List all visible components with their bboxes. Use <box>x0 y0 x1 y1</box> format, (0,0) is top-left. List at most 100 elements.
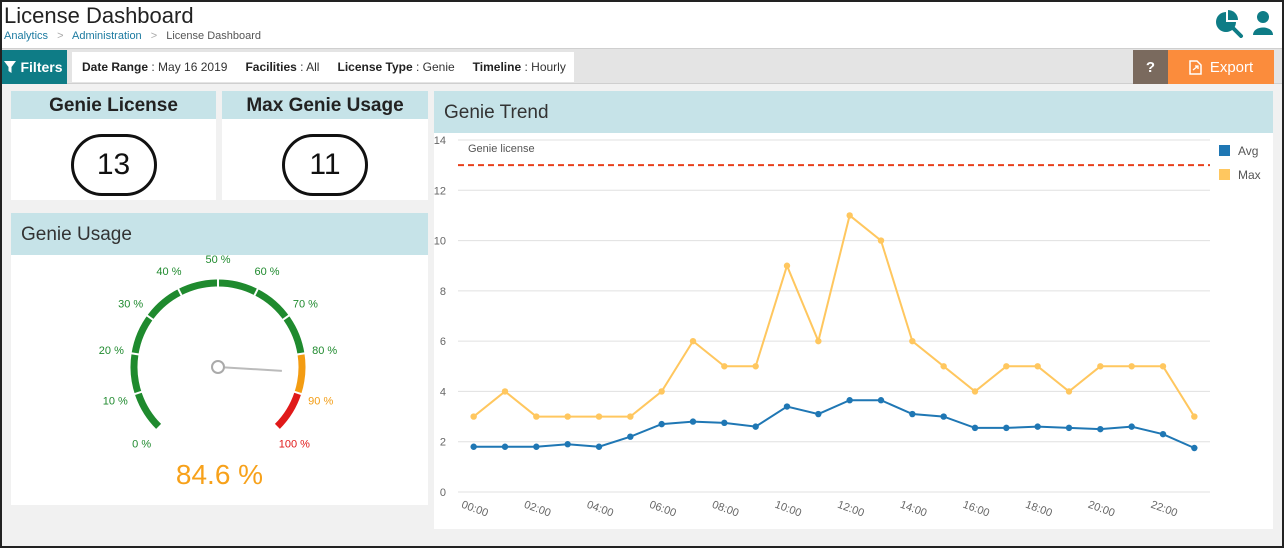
data-point-avg <box>533 443 540 450</box>
gauge-band-red <box>274 391 302 429</box>
gauge-tick <box>146 314 154 321</box>
filter-chip-label: Date Range <box>82 60 149 74</box>
data-point-avg <box>752 423 759 430</box>
x-tick-label: 10:00 <box>773 499 803 520</box>
data-point-max <box>689 337 697 345</box>
breadcrumb-analytics[interactable]: Analytics <box>4 30 49 42</box>
data-point-max <box>752 363 759 370</box>
y-tick-label: 8 <box>440 286 446 298</box>
breadcrumb-administration[interactable]: Administration <box>71 30 142 42</box>
y-tick-label: 10 <box>434 236 446 248</box>
gauge-band-orange <box>294 353 306 395</box>
data-point-max <box>627 413 634 420</box>
data-point-max <box>815 337 822 345</box>
data-point-max <box>501 388 509 395</box>
y-tick-label: 6 <box>440 336 446 348</box>
user-icon[interactable] <box>1252 10 1274 36</box>
usage-value: 84.6 % <box>175 459 264 490</box>
breadcrumb-separator: > <box>57 30 64 42</box>
x-tick-label: 00:00 <box>460 499 490 520</box>
data-point-avg <box>877 397 885 404</box>
analytics-tools-icon[interactable] <box>1214 10 1244 38</box>
data-point-avg <box>501 443 509 450</box>
filter-chip-label: Timeline <box>472 60 522 74</box>
x-tick-label: 20:00 <box>1086 499 1116 520</box>
export-label: Export <box>1209 58 1254 76</box>
reference-line-label: Genie license <box>468 143 535 155</box>
gauge-needle-hub <box>211 360 225 374</box>
data-point-max <box>846 212 853 219</box>
data-point-avg <box>1003 424 1010 432</box>
data-point-avg <box>909 410 916 418</box>
legend-label: Avg <box>1238 144 1258 158</box>
gauge-tick <box>282 314 290 321</box>
genie-trend-panel: Genie Trend 0 2 4 6 8 10 12 14 Genie license 00:0… <box>434 91 1273 529</box>
filters-label: Filters <box>20 59 63 75</box>
data-point-avg <box>595 443 603 450</box>
export-button[interactable]: Export <box>1168 50 1274 84</box>
data-point-avg <box>1097 425 1104 433</box>
data-point-max <box>470 413 477 420</box>
x-tick-label: 12:00 <box>836 499 866 520</box>
filter-chip-value: Hourly <box>531 60 566 74</box>
gauge-needle <box>223 366 282 372</box>
series-line-max <box>473 213 1196 418</box>
x-tick-label: 16:00 <box>961 499 991 520</box>
gauge-tick-label: 30 % <box>118 299 143 311</box>
data-point-max <box>1159 363 1167 370</box>
y-tick-label: 2 <box>440 437 446 449</box>
data-point-max <box>877 237 885 244</box>
data-point-max <box>1003 363 1010 370</box>
page-title: License Dashboard <box>4 3 194 28</box>
active-filters[interactable]: Date Range : May 16 2019 Facilities : Al… <box>72 52 574 82</box>
max-genie-usage-card: Max Genie Usage 11 <box>222 91 428 200</box>
data-point-avg <box>815 410 822 418</box>
breadcrumb-current: License Dashboard <box>166 30 262 42</box>
data-point-avg <box>470 443 477 450</box>
gauge-tick-label: 0 % <box>132 438 151 450</box>
legend-label: Max <box>1238 168 1261 182</box>
help-button[interactable]: ? <box>1133 50 1168 84</box>
filter-bar: Filters Date Range : May 16 2019 Facilit… <box>0 48 1284 84</box>
gauge-tick-label: 80 % <box>312 345 337 357</box>
data-point-max <box>1065 388 1073 395</box>
data-point-avg <box>689 418 697 425</box>
filter-icon <box>4 61 17 73</box>
data-point-avg <box>1065 424 1073 432</box>
y-tick-label: 12 <box>434 185 446 197</box>
data-point-avg <box>1191 444 1198 452</box>
kpi-title: Genie License <box>11 91 216 119</box>
gauge-tick <box>296 352 306 356</box>
data-point-avg <box>658 420 665 428</box>
gauge-tick-label: 70 % <box>293 299 318 311</box>
data-point-avg <box>1034 423 1041 430</box>
data-point-avg <box>564 441 571 448</box>
filter-license-type: License Type : Genie <box>337 60 455 74</box>
data-point-max <box>909 337 916 345</box>
y-tick-label: 14 <box>434 135 446 147</box>
data-point-max <box>783 262 791 269</box>
gauge-tick-label: 90 % <box>308 395 333 407</box>
data-point-max <box>940 363 947 370</box>
filter-facilities: Facilities : All <box>245 60 320 74</box>
data-point-avg <box>1159 430 1167 438</box>
filter-chip-label: Facilities <box>245 60 297 74</box>
kpi-title: Max Genie Usage <box>222 91 428 119</box>
genie-license-card: Genie License 13 <box>11 91 216 200</box>
data-point-avg <box>627 433 634 440</box>
data-point-avg <box>971 424 979 432</box>
filters-button[interactable]: Filters <box>0 50 67 84</box>
filter-chip-value: Genie <box>422 60 455 74</box>
filter-timeline: Timeline : Hourly <box>472 60 566 74</box>
gauge-tick <box>293 390 303 396</box>
filter-chip-value: All <box>306 60 320 74</box>
x-tick-label: 22:00 <box>1149 499 1179 520</box>
data-point-avg <box>940 413 947 420</box>
legend-swatch <box>1219 145 1230 156</box>
gauge-tick-label: 40 % <box>156 266 181 278</box>
x-tick-label: 04:00 <box>585 499 615 520</box>
genie-usage-panel: Genie Usage 0 % 10 % 20 % 30 % 40 % 50 % 60 % 7… <box>11 213 428 505</box>
gauge-tick-label: 60 % <box>254 266 279 278</box>
data-point-avg <box>846 397 853 404</box>
breadcrumb: Analytics > Administration > License Das… <box>4 30 261 42</box>
